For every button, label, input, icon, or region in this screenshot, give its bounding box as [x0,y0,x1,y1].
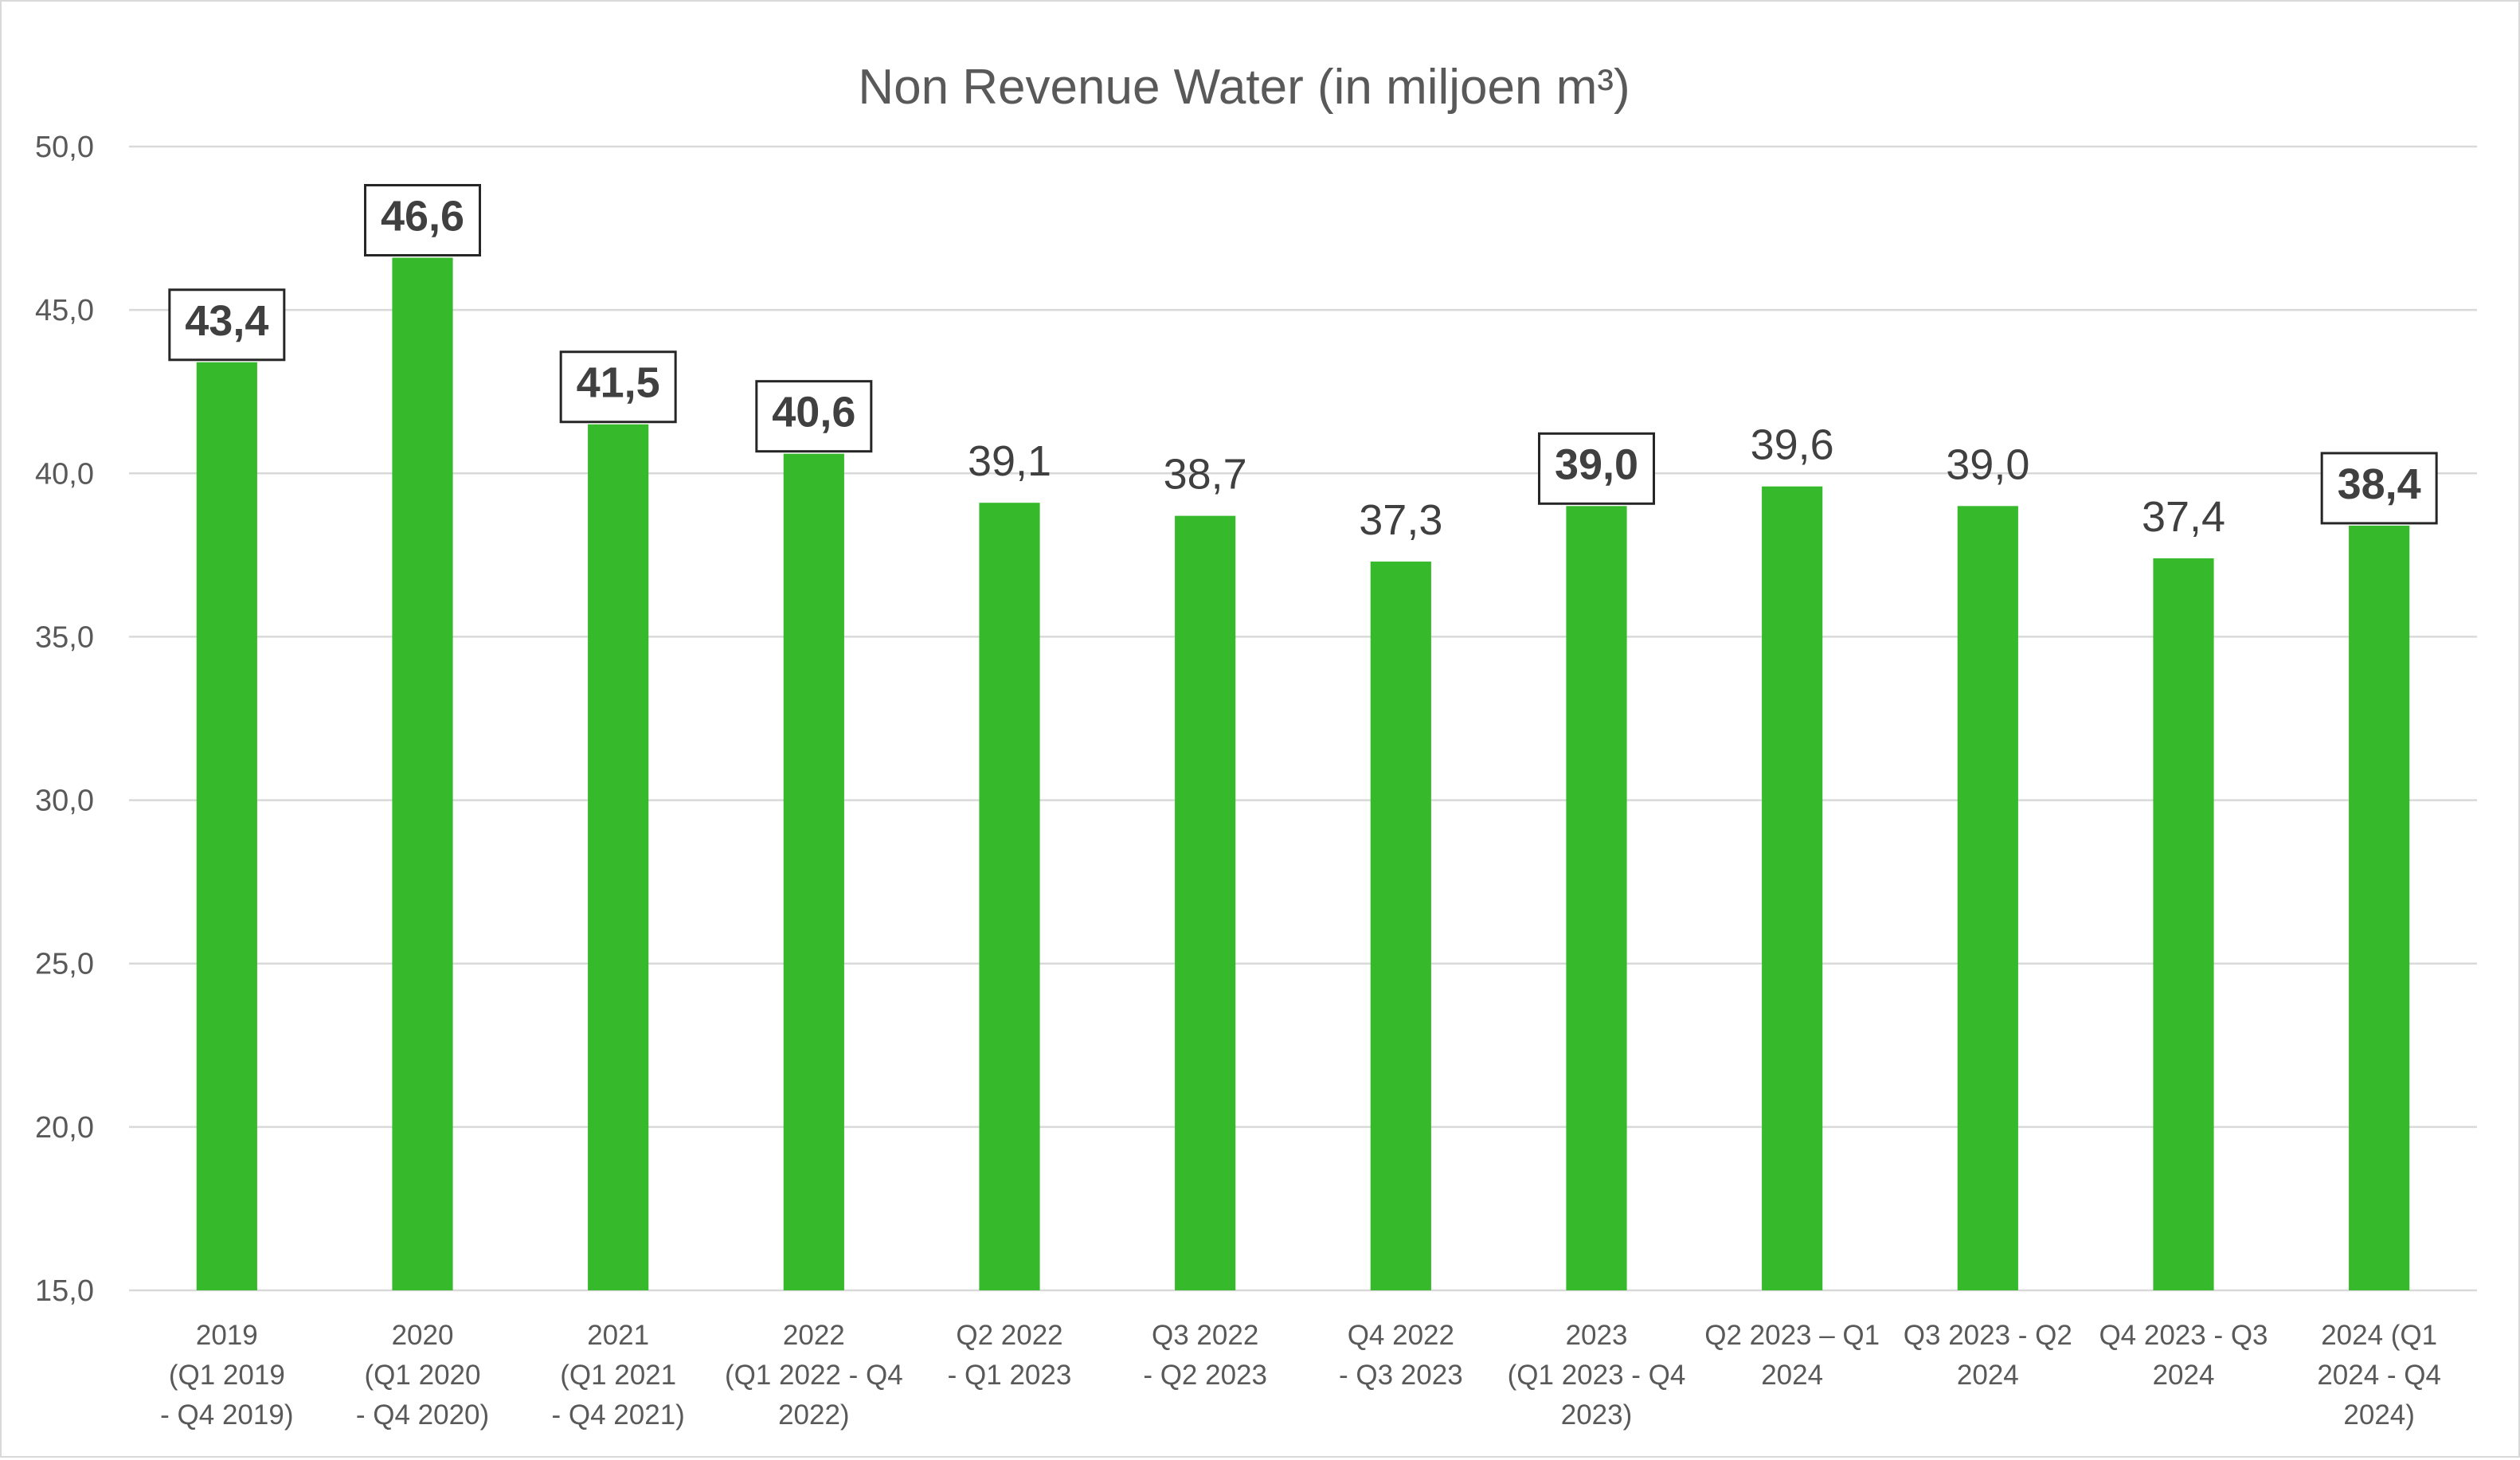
x-axis: 2019 (Q1 2019- Q4 2019) 2020 (Q1 2020- Q4 2… [160,1320,2441,1431]
chart-title: Non Revenue Water (in miljoen m³) [858,60,1630,115]
bar [588,424,649,1290]
x-tick-label: Q3 2022- Q2 2023 [1143,1320,1267,1391]
data-label-box [364,183,481,256]
x-tick-label: Q4 2022- Q3 2023 [1339,1320,1463,1391]
data-label: 39,6 [1751,421,1834,469]
x-tick-label: 2023 (Q1 2023 - Q4 2023) [1508,1320,1686,1431]
bar [2153,558,2214,1290]
y-tick-label: 35,0 [35,620,94,654]
bar [392,257,453,1291]
data-label-box [755,380,873,453]
data-label-box [168,288,286,362]
x-tick-label: 2022 (Q1 2022 - Q4 2022) [725,1320,903,1431]
x-tick-label: Q3 2023 - Q2 2024 [1904,1320,2072,1391]
data-label-box [559,350,677,424]
data-label: 41,5 [577,359,660,407]
x-tick-label: 2019 (Q1 2019- Q4 2019) [160,1320,293,1431]
x-tick-label: Q2 2023 – Q1 2024 [1704,1320,1880,1391]
bar [979,503,1040,1290]
data-label-box [1538,432,1655,505]
x-tick-label: 2024 (Q1 2024 - Q4 2024) [2317,1320,2441,1431]
y-tick-label: 45,0 [35,294,94,327]
data-label: 46,6 [381,192,464,240]
data-label: 39,1 [968,437,1051,485]
bars [196,257,2410,1291]
gridlines [129,145,2477,1292]
y-tick-label: 30,0 [35,785,94,818]
y-tick-label: 15,0 [35,1274,94,1308]
data-labels: 43,4 46,6 41,5 40,6 39,1 38,7 37,3 39,0 39,6 39,0… [168,183,2438,544]
data-label: 38,7 [1164,451,1247,499]
data-label: 37,4 [2142,493,2225,541]
data-label-box [2320,452,2438,525]
x-tick-label: 2021 (Q1 2021- Q4 2021) [552,1320,685,1431]
data-label: 37,3 [1359,496,1442,544]
y-tick-label: 40,0 [35,457,94,491]
data-label: 38,4 [2338,460,2421,508]
bar [1566,506,1627,1290]
bar [196,362,257,1290]
bar [1175,515,1236,1290]
data-label: 40,6 [772,389,855,436]
y-tick-label: 20,0 [35,1111,94,1145]
x-tick-label: 2020 (Q1 2020- Q4 2020) [356,1320,489,1431]
data-label: 43,4 [185,297,268,345]
bar [2349,525,2410,1290]
bar [1370,562,1431,1290]
y-tick-label: 25,0 [35,948,94,981]
data-label: 39,0 [1555,440,1638,488]
x-tick-label: Q4 2023 - Q3 2024 [2099,1320,2268,1391]
x-tick-label: Q2 2022- Q1 2023 [948,1320,1072,1391]
bar [783,453,844,1290]
y-tick-label: 50,0 [35,131,94,164]
bar [1762,486,1823,1290]
data-label: 39,0 [1946,440,2029,488]
y-axis: 15,0 20,0 25,0 30,0 35,0 40,0 45,0 50,0 [35,131,94,1308]
bar [1957,506,2018,1290]
